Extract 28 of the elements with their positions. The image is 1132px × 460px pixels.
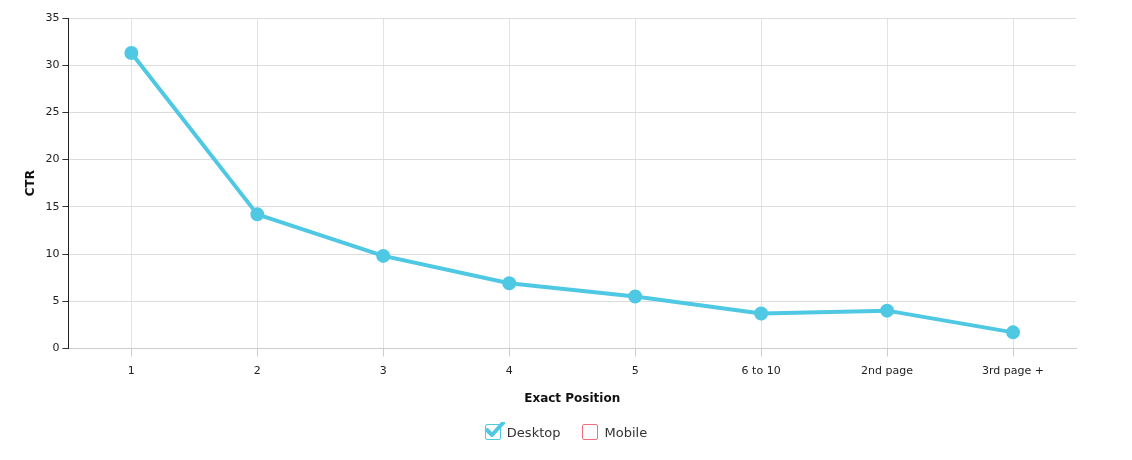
y-tick-label: 10 bbox=[45, 246, 60, 260]
legend-label: Mobile bbox=[604, 424, 648, 440]
x-tick-label: 2 bbox=[253, 363, 261, 377]
point bbox=[880, 303, 895, 318]
x-tick-label: 2nd page bbox=[861, 363, 914, 377]
x-tick-label: 6 to 10 bbox=[741, 363, 781, 377]
y-tick-label: 30 bbox=[45, 58, 60, 72]
x-axis-title: Exact Position bbox=[524, 390, 621, 405]
point bbox=[754, 306, 769, 321]
y-tick-label: 15 bbox=[45, 199, 60, 213]
x-tick-label: 1 bbox=[127, 363, 135, 377]
x-tick-label: 3rd page + bbox=[982, 363, 1045, 377]
point bbox=[628, 289, 643, 304]
point bbox=[502, 276, 517, 291]
y-axis-title: CTR bbox=[23, 170, 38, 197]
point bbox=[376, 248, 391, 263]
point bbox=[250, 207, 265, 222]
x-tick-label: 5 bbox=[631, 363, 639, 377]
y-tick-label: 5 bbox=[52, 294, 60, 308]
point bbox=[1006, 325, 1021, 340]
x-tick-label: 3 bbox=[379, 363, 387, 377]
legend-label: Desktop bbox=[506, 424, 561, 440]
y-tick-label: 35 bbox=[45, 10, 60, 24]
y-tick-label: 0 bbox=[52, 341, 60, 355]
y-tick-label: 25 bbox=[45, 105, 60, 119]
y-tick-label: 20 bbox=[45, 152, 60, 166]
x-tick-label: 4 bbox=[505, 363, 513, 377]
point bbox=[124, 45, 139, 60]
